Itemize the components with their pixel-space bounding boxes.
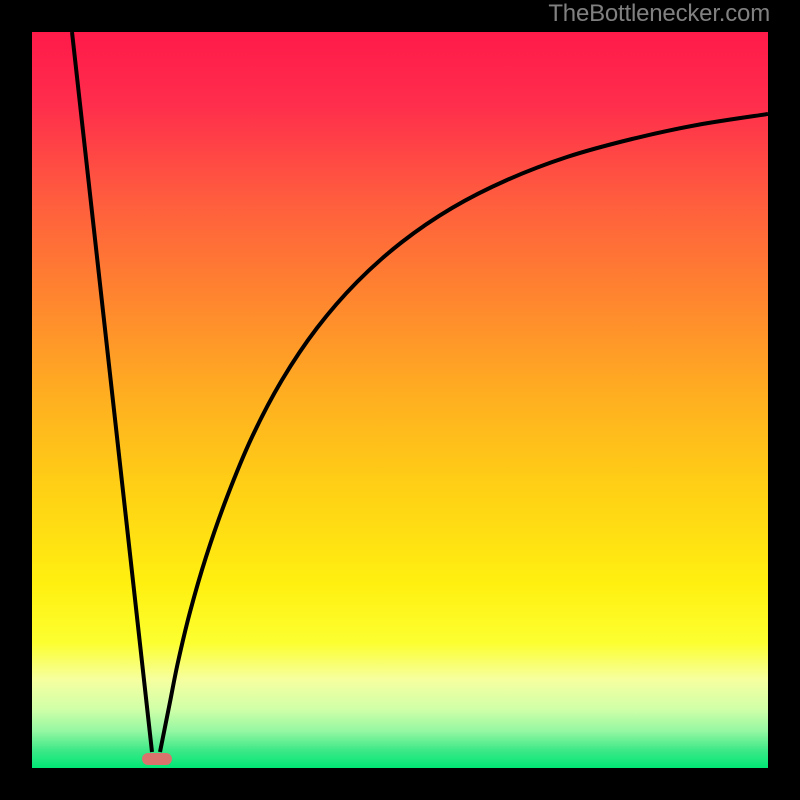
right-asymptotic-curve	[160, 114, 768, 752]
bottleneck-chart	[32, 32, 768, 768]
left-descending-line	[72, 32, 152, 752]
optimum-marker	[142, 753, 172, 765]
curve-overlay	[32, 32, 768, 768]
watermark-text: TheBottlenecker.com	[548, 0, 770, 28]
